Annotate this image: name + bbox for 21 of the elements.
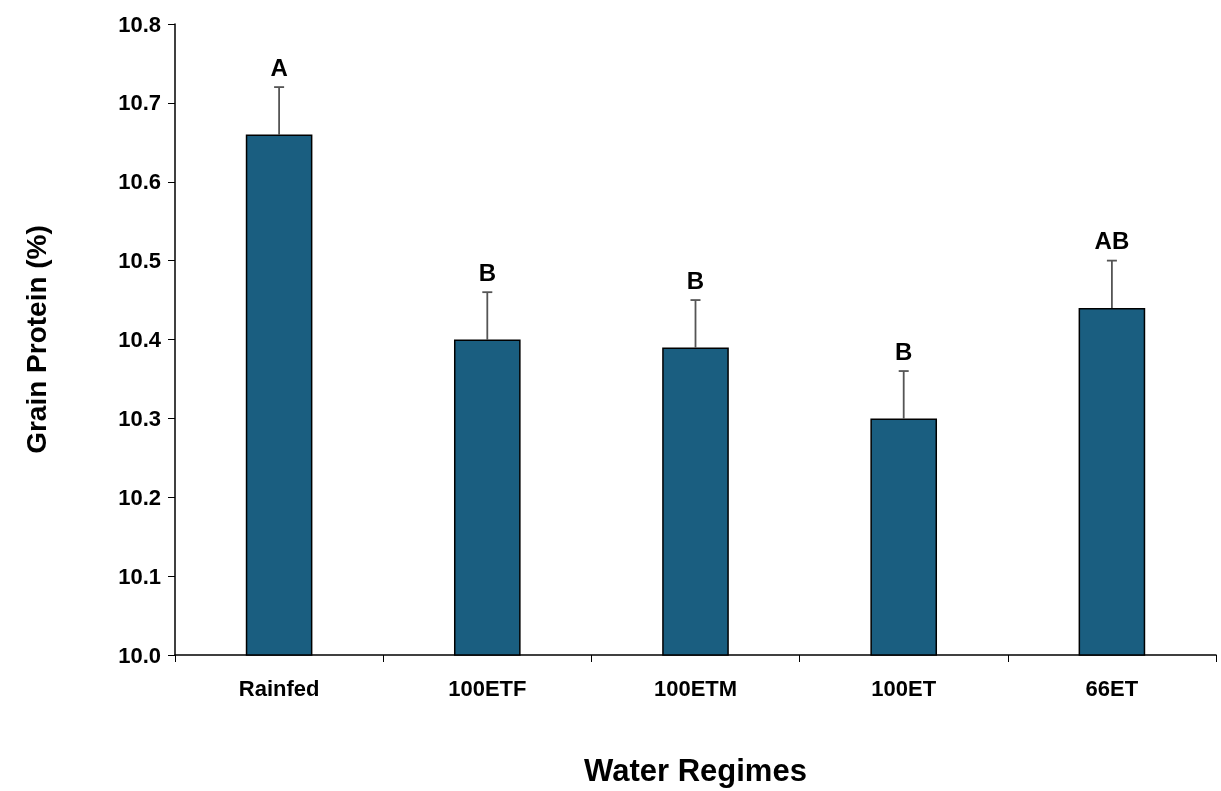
- x-tick-label: 100ET: [871, 675, 937, 701]
- y-tick-label: 10.4: [118, 327, 162, 352]
- annotation: B: [686, 266, 705, 294]
- y-tick-label: 10.0: [118, 642, 161, 668]
- annotation: B: [895, 337, 913, 365]
- y-tick-label: 10.7: [118, 90, 161, 116]
- x-tick-label: 100ETM: [653, 675, 738, 701]
- y-tick-label: 10.8: [118, 11, 161, 37]
- annotation: A: [270, 53, 288, 81]
- x-axis-title: Water Regimes: [584, 753, 807, 788]
- y-tick-label: 10.1: [118, 563, 161, 589]
- y-tick-label: 10.5: [118, 248, 161, 274]
- x-tick-label: 66ET: [1085, 675, 1139, 701]
- y-tick-label: 10.2: [118, 484, 161, 510]
- y-tick-label: 10.6: [118, 169, 161, 195]
- annotation: B: [478, 258, 496, 286]
- y-tick-label: 10.3: [118, 405, 161, 431]
- annotation: AB: [1094, 227, 1130, 255]
- x-tick-label: 100ETF: [448, 675, 527, 701]
- y-axis-title: Grain Protein (%): [20, 225, 52, 454]
- x-tick-label: Rainfed: [238, 675, 320, 701]
